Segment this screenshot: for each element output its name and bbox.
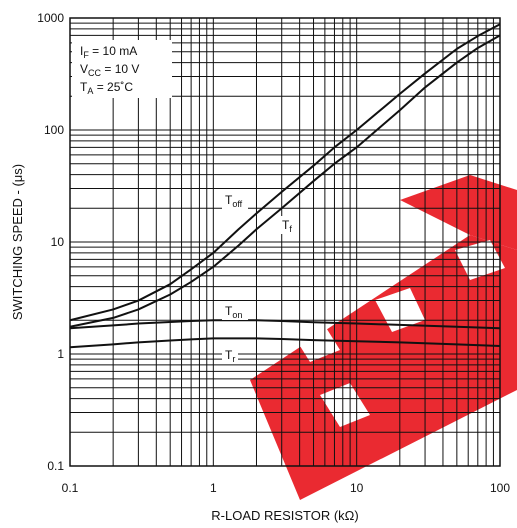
y-tick-label: 1000 (37, 11, 64, 25)
tick-labels: 0.1 1 10 100 0.1 1 10 100 1000 (37, 11, 510, 495)
condition-if: IF = 10 mA (80, 44, 137, 60)
x-tick-label: 10 (350, 481, 364, 495)
x-tick-label: 0.1 (62, 481, 79, 495)
series-line-tf (69, 34, 501, 328)
y-tick-label: 0.1 (47, 459, 64, 473)
y-axis-label: SWITCHING SPEED - (μs) (10, 164, 25, 320)
plot-frame (69, 17, 501, 467)
conditions-box: IF = 10 mA VCC = 10 V TA = 25˚C (72, 40, 172, 98)
y-tick-label: 10 (51, 235, 65, 249)
label-bg-toff (222, 191, 248, 209)
curves (69, 23, 501, 349)
series-line-ton (69, 319, 501, 330)
watermark-cut-2 (320, 383, 370, 427)
grid (69, 17, 501, 467)
watermark-band-top (400, 175, 517, 250)
label-bg-tf (279, 216, 295, 234)
watermark-band-main (250, 235, 517, 500)
curve-label-ton: Ton (225, 304, 242, 320)
condition-vcc: VCC = 10 V (80, 62, 139, 78)
conditions-box-bg (72, 40, 172, 98)
x-tick-label: 100 (490, 481, 510, 495)
y-tick-label: 1 (57, 347, 64, 361)
y-tick-label: 100 (44, 123, 64, 137)
x-axis-label: R-LOAD RESISTOR (kΩ) (211, 508, 358, 523)
watermark-cut-4 (455, 240, 505, 280)
curve-labels: Toff Tf Ton Tr (222, 191, 295, 364)
curve-label-toff: Toff (225, 193, 243, 209)
condition-ta: TA = 25˚C (80, 80, 133, 96)
curve-label-tf: Tf (282, 218, 292, 234)
x-tick-label: 1 (210, 481, 217, 495)
series-line-tr (69, 337, 501, 349)
curve-label-tr: Tr (225, 348, 235, 364)
label-bg-tr (222, 346, 238, 364)
label-bg-ton (222, 302, 248, 320)
series-line-toff (69, 23, 501, 322)
